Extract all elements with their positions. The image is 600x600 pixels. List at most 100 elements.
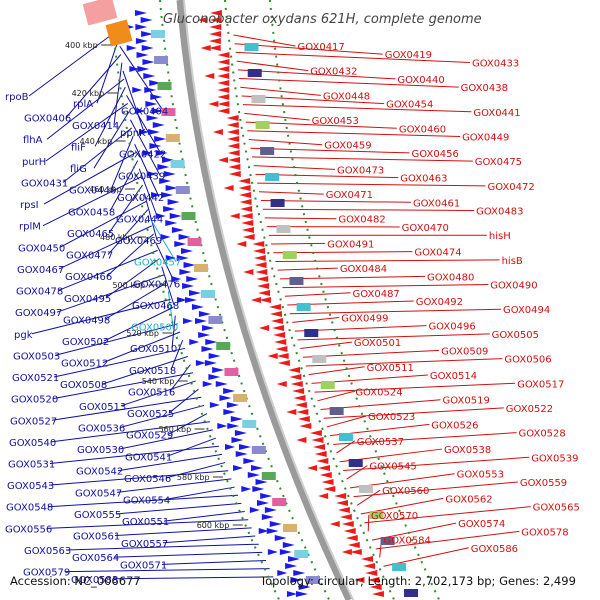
gene-label-left[interactable]: GOX0551: [122, 517, 169, 528]
gene-label-left[interactable]: GOX0571: [120, 560, 167, 571]
gene-label-left[interactable]: GOX0525: [127, 409, 174, 420]
gene-label-right[interactable]: GOX0463: [400, 174, 447, 185]
gene-label-left[interactable]: GOX0497: [15, 308, 62, 319]
gene-label-left[interactable]: GOX0478: [16, 287, 63, 298]
gene-label-left[interactable]: GOX0547: [75, 488, 122, 499]
gene-label-left[interactable]: rpoB: [5, 92, 29, 103]
gene-label-left[interactable]: GOX0468: [132, 301, 179, 312]
gene-label-right[interactable]: GOX0526: [431, 420, 478, 431]
gene-label-left[interactable]: rplM: [19, 222, 41, 233]
gene-label-right[interactable]: GOX0474: [414, 248, 461, 259]
gene-label-left[interactable]: GOX0406: [24, 114, 71, 125]
gene-label-left[interactable]: GOX0530: [77, 445, 124, 456]
gene-label-right[interactable]: GOX0514: [430, 371, 477, 382]
gene-label-right[interactable]: GOX0496: [428, 322, 475, 333]
gene-label-right[interactable]: GOX0490: [490, 281, 537, 292]
gene-label-right[interactable]: GOX0528: [518, 429, 565, 440]
gene-label-right[interactable]: GOX0524: [355, 387, 402, 398]
gene-label-left[interactable]: GOX0557: [121, 539, 168, 550]
gene-label-right[interactable]: GOX0494: [503, 305, 550, 316]
gene-label-right[interactable]: GOX0433: [472, 58, 519, 69]
gene-label-right[interactable]: GOX0560: [382, 486, 429, 497]
gene-label-right[interactable]: GOX0511: [367, 363, 414, 374]
gene-label-right[interactable]: GOX0539: [531, 453, 578, 464]
gene-label-right[interactable]: GOX0449: [462, 132, 509, 143]
gene-label-left[interactable]: GOX0469: [115, 236, 162, 247]
gene-label-left[interactable]: GOX0520: [11, 395, 58, 406]
gene-label-left[interactable]: GOX0503: [13, 351, 60, 362]
gene-label-left[interactable]: flhA: [23, 135, 43, 146]
gene-label-right[interactable]: GOX0492: [416, 297, 463, 308]
gene-label-right[interactable]: GOX0460: [399, 124, 446, 135]
gene-label-right[interactable]: GOX0475: [475, 157, 522, 168]
gene-label-left[interactable]: ppnK: [120, 128, 146, 139]
gene-label-left[interactable]: GOX0561: [73, 532, 120, 543]
gene-label-left[interactable]: GOX0548: [6, 503, 53, 514]
gene-label-left[interactable]: GOX0465: [67, 229, 114, 240]
gene-label-left[interactable]: GOX0527: [10, 416, 57, 427]
gene-label-left[interactable]: GOX0540: [9, 438, 56, 449]
gene-label-left[interactable]: GOX0529: [126, 431, 173, 442]
gene-label-right[interactable]: GOX0480: [427, 272, 474, 283]
gene-label-left[interactable]: GOX0458: [68, 207, 115, 218]
gene-label-left[interactable]: GOX0498: [63, 315, 110, 326]
gene-label-right[interactable]: GOX0482: [338, 215, 385, 226]
gene-label-left[interactable]: GOX0541: [125, 452, 172, 463]
gene-label-left[interactable]: GOX0404: [121, 106, 168, 117]
gene-label-right[interactable]: GOX0453: [312, 116, 359, 127]
gene-label-right[interactable]: GOX0553: [457, 470, 504, 481]
gene-label-right[interactable]: GOX0487: [353, 289, 400, 300]
gene-label-right[interactable]: GOX0506: [504, 355, 551, 366]
gene-label-left[interactable]: purH: [22, 157, 46, 168]
gene-label-left[interactable]: GOX0516: [128, 387, 175, 398]
gene-label-right[interactable]: GOX0559: [520, 478, 567, 489]
gene-label-right[interactable]: GOX0538: [444, 445, 491, 456]
gene-label-left[interactable]: fliG: [70, 164, 87, 175]
gene-label-right[interactable]: GOX0472: [487, 182, 534, 193]
gene-label-right[interactable]: GOX0517: [517, 379, 564, 390]
gene-label-left[interactable]: GOX0583: [71, 575, 118, 586]
gene-label-right[interactable]: GOX0473: [337, 165, 384, 176]
gene-label-left[interactable]: GOX0543: [7, 481, 54, 492]
gene-label-right[interactable]: GOX0483: [476, 207, 523, 218]
gene-label-right[interactable]: hisH: [489, 231, 511, 242]
gene-label-left[interactable]: GOX0439: [118, 171, 165, 182]
gene-label-left[interactable]: GOX0513: [79, 402, 126, 413]
gene-label-right[interactable]: GOX0523: [368, 412, 415, 423]
gene-label-right[interactable]: GOX0461: [413, 198, 460, 209]
gene-label-left[interactable]: GOX0554: [123, 496, 170, 507]
gene-label-right[interactable]: GOX0471: [326, 190, 373, 201]
gene-label-left[interactable]: GOX0467: [17, 265, 64, 276]
gene-label-right[interactable]: GOX0491: [327, 239, 374, 250]
gene-label-left[interactable]: GOX0510: [130, 344, 177, 355]
gene-label-left[interactable]: GOX0500: [131, 323, 178, 334]
gene-label-left[interactable]: GOX0422: [119, 150, 166, 161]
gene-label-right[interactable]: GOX0432: [310, 67, 357, 78]
gene-label-left[interactable]: GOX0564: [72, 553, 119, 564]
gene-label-right[interactable]: GOX0522: [506, 404, 553, 415]
gene-label-right[interactable]: GOX0537: [357, 437, 404, 448]
gene-label-right[interactable]: GOX0459: [324, 141, 371, 152]
gene-label-right[interactable]: GOX0456: [412, 149, 459, 160]
gene-label-right[interactable]: GOX0454: [386, 100, 433, 111]
gene-label-right[interactable]: GOX0419: [385, 50, 432, 61]
gene-label-right[interactable]: GOX0470: [402, 223, 449, 234]
gene-label-left[interactable]: rpsI: [20, 200, 39, 211]
gene-label-right[interactable]: GOX0438: [461, 83, 508, 94]
gene-label-right[interactable]: GOX0441: [473, 108, 520, 119]
gene-label-right[interactable]: GOX0440: [397, 75, 444, 86]
gene-label-left[interactable]: fliF: [71, 142, 86, 153]
gene-label-left[interactable]: GOX0495: [64, 294, 111, 305]
gene-label-left[interactable]: GOX0446: [69, 186, 116, 197]
gene-label-left[interactable]: GOX0477: [66, 251, 113, 262]
gene-label-left[interactable]: GOX0512: [61, 359, 108, 370]
gene-label-right[interactable]: GOX0519: [443, 396, 490, 407]
gene-label-left[interactable]: GOX0555: [74, 510, 121, 521]
gene-label-left[interactable]: GOX0508: [60, 380, 107, 391]
gene-label-left[interactable]: GOX0536: [78, 423, 125, 434]
gene-label-left[interactable]: GOX0563: [24, 546, 71, 557]
gene-label-left[interactable]: GOX0457: [134, 258, 181, 269]
gene-label-left[interactable]: GOX0442: [117, 193, 164, 204]
gene-label-right[interactable]: GOX0574: [458, 519, 505, 530]
gene-label-left[interactable]: GOX0414: [72, 121, 119, 132]
